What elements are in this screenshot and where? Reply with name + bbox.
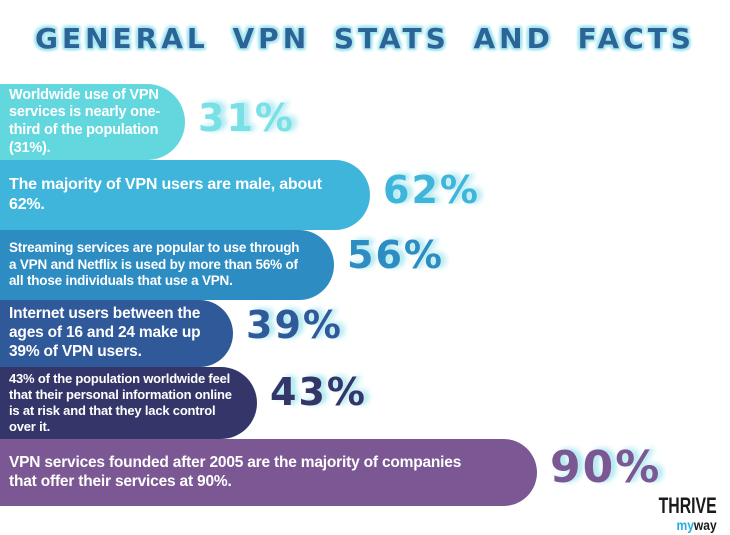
logo-myway-text: myway: [648, 518, 717, 532]
stat-bar: Streaming services are popular to use th…: [0, 230, 334, 300]
stat-value-label: 39%: [246, 303, 343, 347]
stat-bar: VPN services founded after 2005 are the …: [0, 439, 537, 506]
stat-text: Internet users between the ages of 16 an…: [9, 305, 201, 360]
stat-bar: 43% of the population worldwide feel tha…: [0, 367, 257, 439]
stat-bar: Worldwide use of VPN services is nearly …: [0, 84, 185, 160]
stat-bar: The majority of VPN users are male, abou…: [0, 160, 370, 230]
stat-text: Worldwide use of VPN services is nearly …: [9, 86, 160, 156]
page-title: GENERAL VPN STATS AND FACTS: [35, 22, 695, 55]
stat-row: The majority of VPN users are male, abou…: [0, 160, 730, 230]
stat-row: Worldwide use of VPN services is nearly …: [0, 84, 730, 160]
bar-chart: Worldwide use of VPN services is nearly …: [0, 84, 730, 506]
stat-row: VPN services founded after 2005 are the …: [0, 439, 730, 506]
stat-value-label: 31%: [198, 96, 295, 140]
stat-text: 43% of the population worldwide feel tha…: [9, 371, 232, 434]
stat-bar: Internet users between the ages of 16 an…: [0, 300, 233, 367]
stat-text: Streaming services are popular to use th…: [9, 240, 300, 289]
stat-value-label: 62%: [383, 168, 480, 212]
thrivemyway-logo: THRIVE myway: [636, 493, 717, 533]
stat-row: 43% of the population worldwide feel tha…: [0, 367, 730, 439]
logo-my-text: my: [676, 517, 695, 533]
stat-text: The majority of VPN users are male, abou…: [9, 176, 322, 213]
logo-thrive-text: THRIVE: [658, 493, 717, 518]
stat-value-label: 43%: [270, 370, 367, 414]
stat-value-label: 56%: [347, 233, 444, 277]
stat-value-label: 90%: [550, 442, 662, 493]
stat-row: Streaming services are popular to use th…: [0, 230, 730, 300]
stat-text: VPN services founded after 2005 are the …: [9, 453, 462, 490]
logo-way-text: way: [694, 517, 717, 533]
stat-row: Internet users between the ages of 16 an…: [0, 300, 730, 367]
